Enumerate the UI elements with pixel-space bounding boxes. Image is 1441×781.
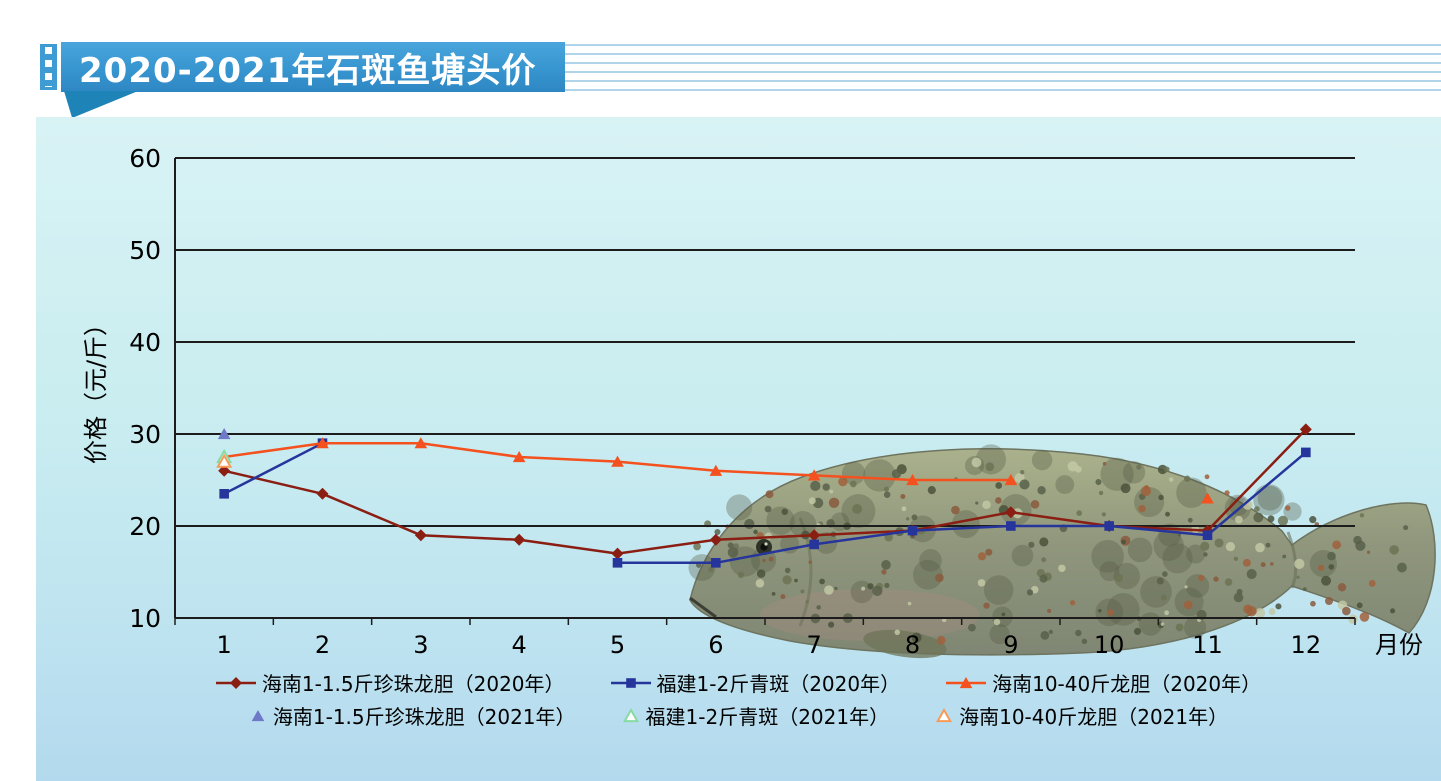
legend-label: 海南1-1.5斤珍珠龙胆（2021年） <box>272 705 576 729</box>
legend-item: 海南1-1.5斤珍珠龙胆（2020年） <box>215 668 565 697</box>
legend-item: 福建1-2斤青斑（2021年） <box>622 701 890 730</box>
page-title: 2020-2021年石斑鱼塘头价 <box>79 50 537 91</box>
legend-marker-icon <box>936 707 953 722</box>
legend-item: 海南1-1.5斤珍珠龙胆（2021年） <box>249 701 576 730</box>
legend-label: 海南10-40斤龙胆（2020年） <box>992 672 1262 696</box>
chart-legend: 海南1-1.5斤珍珠龙胆（2020年） 福建1-2斤青斑（2020年） 海南10-4… <box>36 668 1441 730</box>
vertical-dashes-icon <box>45 47 52 87</box>
legend-item: 海南10-40斤龙胆（2020年） <box>946 668 1261 697</box>
legend-marker-icon <box>610 677 651 688</box>
legend-row: 海南1-1.5斤珍珠龙胆（2020年） 福建1-2斤青斑（2020年） 海南10-4… <box>215 668 1261 697</box>
legend-item: 海南10-40斤龙胆（2021年） <box>935 701 1228 730</box>
legend-label: 海南10-40斤龙胆（2021年） <box>959 705 1229 729</box>
legend-marker-icon <box>215 676 256 689</box>
legend-row: 海南1-1.5斤珍珠龙胆（2021年） 福建1-2斤青斑（2021年） 海南10-4… <box>249 701 1228 730</box>
legend-marker-icon <box>251 709 265 721</box>
title-dash-strip <box>40 44 57 90</box>
legend-marker-icon <box>946 676 987 688</box>
legend-item: 福建1-2斤青斑（2020年） <box>610 668 901 697</box>
legend-marker-icon <box>622 707 639 722</box>
banner-tail-triangle <box>64 91 138 118</box>
title-banner: 2020-2021年石斑鱼塘头价 <box>61 42 565 92</box>
decorative-ruled-lines <box>565 44 1441 94</box>
legend-label: 福建1-2斤青斑（2021年） <box>645 705 890 729</box>
legend-label: 海南1-1.5斤珍珠龙胆（2020年） <box>261 672 565 696</box>
legend-label: 福建1-2斤青斑（2020年） <box>656 672 901 696</box>
